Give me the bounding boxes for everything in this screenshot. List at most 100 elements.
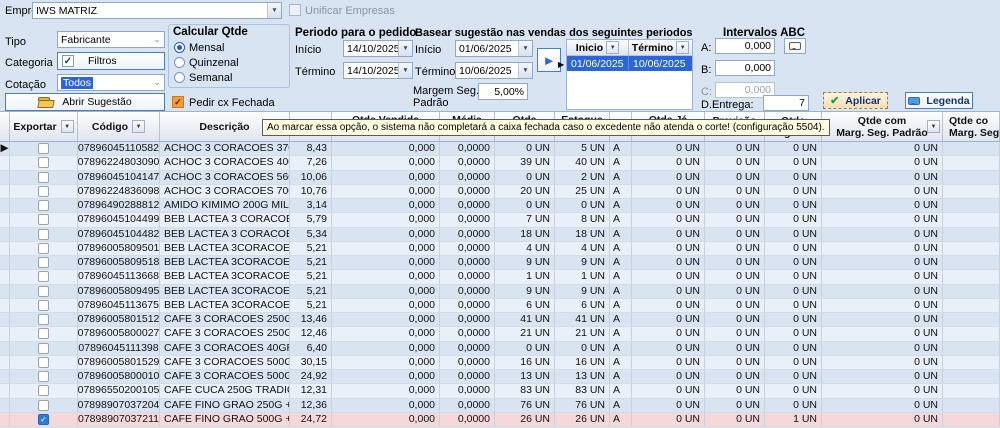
col-codigo[interactable]: Código ▼ bbox=[78, 112, 160, 141]
abrir-sugestao-button[interactable]: Abrir Sugestão bbox=[5, 93, 165, 111]
cell-desc: BEB LACTEA 3CORACOES bbox=[160, 256, 290, 271]
cell-abc: A bbox=[610, 412, 632, 427]
cell-preco: 12,46 bbox=[290, 327, 332, 342]
radio-quinzenal[interactable] bbox=[174, 57, 185, 68]
radio-semanal[interactable] bbox=[174, 72, 185, 83]
table-row[interactable]: 07896045113668 BEB LACTEA 3CORACOES 5,21 0,… bbox=[0, 270, 1000, 285]
periods-grid-row[interactable]: 01/06/2025 10/06/2025 bbox=[567, 56, 692, 71]
exportar-checkbox[interactable] bbox=[38, 257, 49, 269]
exportar-checkbox[interactable] bbox=[38, 171, 49, 183]
exportar-checkbox[interactable] bbox=[38, 228, 49, 240]
table-row[interactable]: 07896224836098 ACHOC 3 CORACOES 700G 10,76… bbox=[0, 184, 1000, 199]
table-row[interactable]: 07896045113675 BEB LACTEA 3CORACOES 5,21 0,… bbox=[0, 298, 1000, 313]
exportar-checkbox[interactable] bbox=[38, 285, 49, 297]
chevron-down-icon[interactable]: ▼ bbox=[606, 41, 620, 54]
periods-col-inicio[interactable]: Inicio ▼ bbox=[567, 40, 629, 55]
exportar-checkbox[interactable] bbox=[38, 157, 49, 169]
exportar-checkbox[interactable] bbox=[38, 385, 49, 397]
exportar-checkbox[interactable] bbox=[38, 342, 49, 354]
cell-ja: 0 UN bbox=[632, 284, 705, 299]
table-row[interactable]: 07896005809501 BEB LACTEA 3CORACOES 5,21 0,… bbox=[0, 241, 1000, 256]
col-exportar[interactable]: Exportar ▼ bbox=[10, 112, 78, 141]
exportar-checkbox[interactable] bbox=[38, 271, 49, 283]
basear-inicio-datepicker[interactable]: 01/06/2025 ▼ bbox=[455, 40, 533, 57]
chevron-down-icon[interactable]: ▼ bbox=[518, 63, 532, 78]
chevron-down-icon[interactable]: ⌄ bbox=[153, 34, 161, 44]
table-row[interactable]: 07896224803090 ACHOC 3 CORACOES 400G 7,26 0… bbox=[0, 156, 1000, 171]
exportar-checkbox[interactable] bbox=[38, 299, 49, 311]
exportar-checkbox[interactable] bbox=[38, 143, 49, 155]
tipo-combobox[interactable]: Fabricante ⌄ bbox=[57, 31, 165, 48]
table-row[interactable]: 07896045104147 ACHOC 3 CORACOES 560G 10,06… bbox=[0, 170, 1000, 185]
table-row[interactable]: 07896005801512 CAFE 3 CORACOES 250G E 13,4… bbox=[0, 313, 1000, 328]
legenda-button[interactable]: Legenda bbox=[905, 92, 973, 109]
table-row[interactable]: 07896005801529 CAFE 3 CORACOES 500G E 30,1… bbox=[0, 355, 1000, 370]
exportar-checkbox[interactable] bbox=[38, 314, 49, 326]
exportar-checkbox[interactable]: ✓ bbox=[38, 413, 49, 425]
cotacao-combobox[interactable]: Todos ⌄ bbox=[57, 74, 165, 91]
dentrega-input[interactable]: 7 bbox=[763, 95, 809, 111]
table-row[interactable]: 07898907037204 CAFE FINO GRAO 250G +F 12,3… bbox=[0, 398, 1000, 413]
margem-input[interactable]: 5,00% bbox=[478, 83, 528, 100]
exportar-checkbox[interactable] bbox=[38, 242, 49, 254]
empresa-combobox[interactable]: IWS MATRIZ ▼ bbox=[32, 2, 282, 19]
abc-help-button[interactable] bbox=[784, 38, 806, 54]
table-row[interactable]: 07896005800027 CAFE 3 CORACOES 250G T 12,4… bbox=[0, 327, 1000, 342]
filtros-checkbox-icon[interactable]: ✓ bbox=[62, 55, 74, 67]
aplicar-button[interactable]: ✔ Aplicar bbox=[823, 92, 888, 109]
cell-msp: 0 UN bbox=[822, 313, 943, 328]
chevron-down-icon[interactable]: ▼ bbox=[398, 41, 412, 56]
abc-a-input[interactable]: 0,000 bbox=[715, 38, 775, 54]
cell-vend: 0,000 bbox=[332, 398, 440, 413]
cell-vend: 0,000 bbox=[332, 184, 440, 199]
table-row[interactable]: 07896045104499 BEB LACTEA 3 CORACOES 5,79 0… bbox=[0, 213, 1000, 228]
exportar-cell bbox=[10, 142, 78, 157]
periods-col-termino[interactable]: Término ▼ bbox=[629, 40, 692, 55]
chevron-down-icon[interactable]: ▼ bbox=[398, 63, 412, 78]
col-qtde-marg-padrao[interactable]: Qtde com Marg. Seg. Padrão ▼ bbox=[822, 112, 943, 141]
cell-msa bbox=[943, 170, 1000, 185]
table-row[interactable]: 07896005809518 BEB LACTEA 3CORACOES 5,21 0,… bbox=[0, 256, 1000, 271]
chevron-down-icon[interactable]: ▼ bbox=[518, 41, 532, 56]
table-row[interactable]: 07896550200105 CAFE CUCA 250G TRADIC 12,31… bbox=[0, 384, 1000, 399]
add-period-button[interactable]: ► bbox=[537, 48, 561, 72]
exportar-checkbox[interactable] bbox=[38, 185, 49, 197]
exportar-checkbox[interactable] bbox=[38, 214, 49, 226]
table-row[interactable]: ✓ 07898907037211 CAFE FINO GRAO 500G + F 24… bbox=[0, 412, 1000, 427]
exportar-checkbox[interactable] bbox=[38, 399, 49, 411]
cell-prev: 0 UN bbox=[705, 142, 765, 157]
pedido-inicio-datepicker[interactable]: 14/10/2025 ▼ bbox=[343, 40, 413, 57]
pedir-cx-checkbox[interactable]: ✓ bbox=[172, 96, 184, 108]
cell-sug: 0 UN bbox=[765, 213, 822, 228]
cell-qtde: 0 UN bbox=[495, 170, 555, 185]
cell-qtde: 9 UN bbox=[495, 284, 555, 299]
chevron-down-icon[interactable]: ⌄ bbox=[153, 77, 161, 87]
basear-termino-datepicker[interactable]: 10/06/2025 ▼ bbox=[455, 62, 533, 79]
exportar-checkbox[interactable] bbox=[38, 200, 49, 212]
filtros-button[interactable]: ✓ Filtros bbox=[57, 52, 165, 70]
table-row[interactable]: 07896005800010 CAFE 3 CORACOES 500G T 24,9… bbox=[0, 370, 1000, 385]
table-row[interactable]: ▶ 07896045110582 ACHOC 3 CORACOES 370G 8,43… bbox=[0, 142, 1000, 157]
exportar-checkbox[interactable] bbox=[38, 356, 49, 368]
basear-termino-label: Término bbox=[415, 66, 456, 78]
exportar-checkbox[interactable] bbox=[38, 328, 49, 340]
pedido-inicio-value: 14/10/2025 bbox=[347, 42, 398, 55]
table-row[interactable]: 07896045104482 BEB LACTEA 3 CORACOES 5,34 0… bbox=[0, 227, 1000, 242]
table-row[interactable]: 07896005809495 BEB LACTEA 3CORACOES 5,21 0,… bbox=[0, 284, 1000, 299]
pedido-termino-datepicker[interactable]: 14/10/2025 ▼ bbox=[343, 62, 413, 79]
chevron-down-icon[interactable]: ▼ bbox=[132, 120, 146, 133]
exportar-checkbox[interactable] bbox=[38, 371, 49, 383]
chevron-down-icon[interactable]: ▼ bbox=[676, 41, 690, 54]
chevron-down-icon[interactable]: ▼ bbox=[267, 3, 281, 18]
radio-mensal[interactable] bbox=[174, 42, 185, 53]
unificar-empresas-checkbox[interactable] bbox=[289, 4, 301, 16]
chevron-down-icon[interactable]: ▼ bbox=[60, 120, 74, 133]
panel-separator bbox=[0, 111, 1000, 112]
chevron-down-icon[interactable]: ▼ bbox=[927, 120, 940, 133]
periods-grid[interactable]: Inicio ▼ Término ▼ 01/06/2025 10/06/2025 bbox=[566, 39, 693, 110]
abc-b-input[interactable]: 0,000 bbox=[715, 60, 775, 76]
cell-msp: 0 UN bbox=[822, 241, 943, 256]
